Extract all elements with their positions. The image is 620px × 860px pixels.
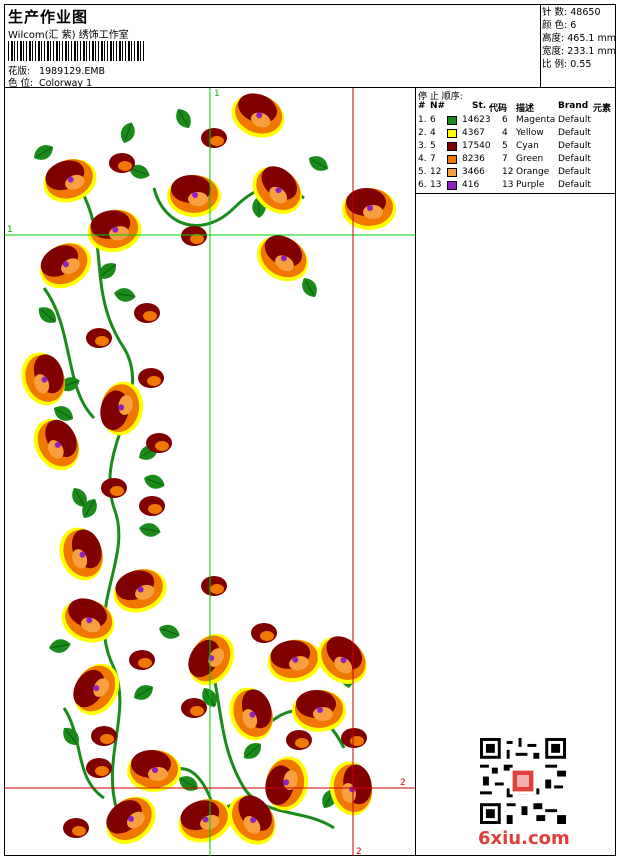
qr-code: [480, 738, 566, 824]
sequence-needle: 7: [430, 154, 436, 164]
stat-stitches: 针 数: 48650: [542, 7, 601, 18]
sequence-code: 12: [502, 167, 514, 177]
header-panel: 生产作业图 Wilcom(汇 紫) 绣饰工作室 花版: 1989129.EMB …: [4, 4, 541, 89]
sequence-needle: 6: [430, 115, 436, 125]
sequence-num: 1.: [418, 115, 427, 125]
sequence-row: 4. 7 8236 7 Green Default: [416, 154, 616, 167]
page-title: 生产作业图: [8, 8, 89, 26]
embroidery-canvas: 1 1 2 2: [4, 88, 415, 856]
sequence-row: 2. 4 4367 4 Yellow Default: [416, 128, 616, 141]
sequence-row: 5. 12 3466 12 Orange Default: [416, 167, 616, 180]
color-swatch: [447, 181, 457, 190]
sequence-code: 6: [502, 115, 508, 125]
sequence-stitches: 3466: [462, 167, 485, 177]
sequence-desc: Yellow: [516, 128, 544, 138]
guide-label-h2: 2: [400, 778, 406, 788]
sequence-header: # N# St. 代码 描述 Brand 元素: [418, 101, 612, 114]
sheet-frame: [4, 4, 616, 856]
color-swatch: [447, 142, 457, 151]
color-swatch: [447, 116, 457, 125]
sequence-needle: 12: [430, 167, 442, 177]
sequence-needle: 13: [430, 180, 442, 190]
colorway-line: 色 位: Colorway 1: [8, 75, 92, 89]
sequence-num: 2.: [418, 128, 427, 138]
embroidery-design: 1 1 2 2: [4, 88, 415, 856]
sequence-stitches: 4367: [462, 128, 485, 138]
stop-sequence-panel: 停 止 顺序: # N# St. 代码 描述 Brand 元素 1. 6 14623…: [415, 88, 616, 194]
sequence-num: 4.: [418, 154, 427, 164]
sequence-title: 停 止 顺序:: [418, 92, 463, 102]
alignment-guides: 1 1 2 2: [4, 88, 415, 856]
sequence-code: 4: [502, 128, 508, 138]
sequence-code: 7: [502, 154, 508, 164]
design-line: 花版: 1989129.EMB: [8, 63, 105, 77]
sequence-desc: Orange: [516, 167, 550, 177]
sequence-brand: Default: [558, 154, 591, 164]
barcode: [8, 41, 146, 61]
sequence-brand: Default: [558, 141, 591, 151]
sequence-desc: Green: [516, 154, 544, 164]
sequence-brand: Default: [558, 167, 591, 177]
stat-scale: 比 例: 0.55: [542, 59, 592, 70]
color-swatch: [447, 129, 457, 138]
studio-name: Wilcom(汇 紫) 绣饰工作室: [8, 30, 129, 41]
sequence-stitches: 14623: [462, 115, 491, 125]
sequence-desc: Purple: [516, 180, 545, 190]
colorway-value: Colorway 1: [39, 78, 93, 89]
guide-label-h1: 1: [7, 225, 13, 235]
sequence-stitches: 416: [462, 180, 480, 190]
sequence-needle: 4: [430, 128, 436, 138]
colorway-label: 色 位:: [8, 78, 34, 89]
sequence-code: 13: [502, 180, 514, 190]
sequence-needle: 5: [430, 141, 436, 151]
stat-width: 宽度: 233.1 mm: [542, 46, 616, 57]
sequence-code: 5: [502, 141, 508, 151]
design-value: 1989129.EMB: [39, 66, 106, 77]
sequence-row: 1. 6 14623 6 Magenta Default: [416, 115, 616, 128]
guide-label-v2: 2: [356, 847, 362, 856]
stat-height: 高度: 465.1 mm: [542, 33, 616, 44]
sequence-desc: Magenta: [516, 115, 556, 125]
sequence-num: 6.: [418, 180, 427, 190]
color-swatch: [447, 168, 457, 177]
design-label: 花版:: [8, 66, 31, 77]
sequence-brand: Default: [558, 180, 591, 190]
right-column-divider: [415, 194, 416, 856]
sequence-row: 6. 13 416 13 Purple Default: [416, 180, 616, 193]
sequence-desc: Cyan: [516, 141, 539, 151]
sequence-num: 5.: [418, 167, 427, 177]
sequence-brand: Default: [558, 115, 591, 125]
sequence-stitches: 17540: [462, 141, 491, 151]
stats-panel: 针 数: 48650 颜 色: 6 高度: 465.1 mm 宽度: 233.1…: [541, 4, 616, 88]
sequence-row: 3. 5 17540 5 Cyan Default: [416, 141, 616, 154]
watermark: 6xiu.com: [478, 828, 570, 849]
color-swatch: [447, 155, 457, 164]
stat-colors: 颜 色: 6: [542, 20, 577, 31]
sequence-num: 3.: [418, 141, 427, 151]
guide-label-v1: 1: [214, 89, 220, 99]
sequence-stitches: 8236: [462, 154, 485, 164]
sequence-brand: Default: [558, 128, 591, 138]
